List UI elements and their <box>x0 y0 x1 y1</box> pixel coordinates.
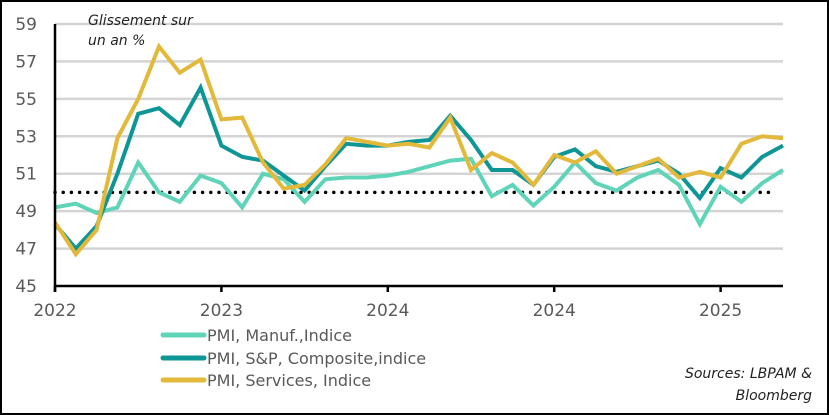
source-line-1: Sources: LBPAM & <box>685 366 812 382</box>
x-tick-label: 2024 <box>366 301 409 321</box>
series-line-manuf <box>54 156 785 229</box>
x-axis-ticks: 2022 2023 2024 2024 2025 <box>33 286 742 321</box>
y-tick-label: 55 <box>15 90 37 110</box>
legend: PMI, Manuf.,Indice PMI, S&P, Composite,i… <box>160 326 426 390</box>
y-tick-label: 47 <box>15 240 37 260</box>
annotation-line-1: Glissement sur <box>88 13 194 29</box>
x-tick-label: 2022 <box>33 301 76 321</box>
legend-label-services: PMI, Services, Indice <box>207 371 371 390</box>
series-group <box>53 42 785 258</box>
gridlines <box>55 22 783 250</box>
y-tick-label: 49 <box>15 202 37 222</box>
legend-label-manuf: PMI, Manuf.,Indice <box>207 326 352 345</box>
x-tick-label: 2024 <box>533 301 576 321</box>
source-line-2: Bloomberg <box>736 388 813 404</box>
y-tick-label: 53 <box>15 127 37 147</box>
y-tick-label: 57 <box>15 52 37 72</box>
x-tick-label: 2025 <box>699 301 742 321</box>
y-tick-label: 59 <box>15 15 37 35</box>
y-axis-ticks: 45 47 49 51 53 55 57 59 <box>15 15 37 297</box>
annotation-line-2: un an % <box>88 33 145 49</box>
y-tick-label: 45 <box>15 277 37 297</box>
x-tick-label: 2023 <box>200 301 243 321</box>
legend-label-composite: PMI, S&P, Composite,indice <box>207 349 426 368</box>
series-line-services <box>53 42 784 258</box>
y-tick-label: 51 <box>15 165 37 185</box>
